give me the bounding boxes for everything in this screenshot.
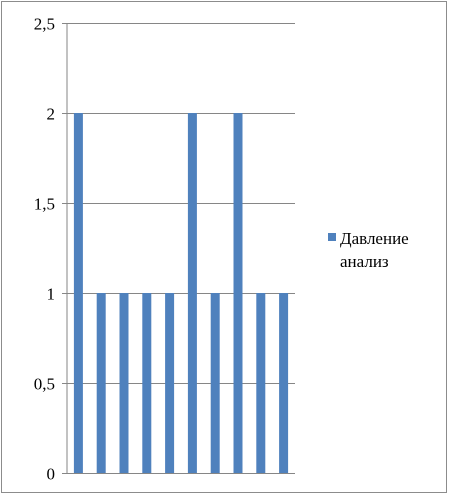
y-axis: 0 0,5 1 1,5 2 2,5 [34, 15, 68, 484]
y-tick-label: 1 [47, 285, 56, 304]
legend-swatch [328, 233, 336, 241]
y-tick-label: 0 [47, 465, 56, 484]
legend-label-line1: Давление [340, 229, 409, 248]
bar [119, 293, 129, 473]
bar [187, 113, 197, 473]
bar [233, 113, 243, 473]
bar [210, 293, 220, 473]
bar [165, 293, 175, 473]
legend-label-line2: анализ [340, 252, 389, 271]
y-tick-label: 2,5 [34, 15, 55, 34]
legend: Давление анализ [328, 229, 409, 271]
bar [279, 293, 289, 473]
bar [256, 293, 266, 473]
bar [96, 293, 106, 473]
y-tick-label: 1,5 [34, 195, 55, 214]
y-tick-label: 0,5 [34, 375, 55, 394]
bar [142, 293, 152, 473]
bars [73, 113, 289, 473]
y-tick-label: 2 [47, 105, 56, 124]
bar [73, 113, 83, 473]
